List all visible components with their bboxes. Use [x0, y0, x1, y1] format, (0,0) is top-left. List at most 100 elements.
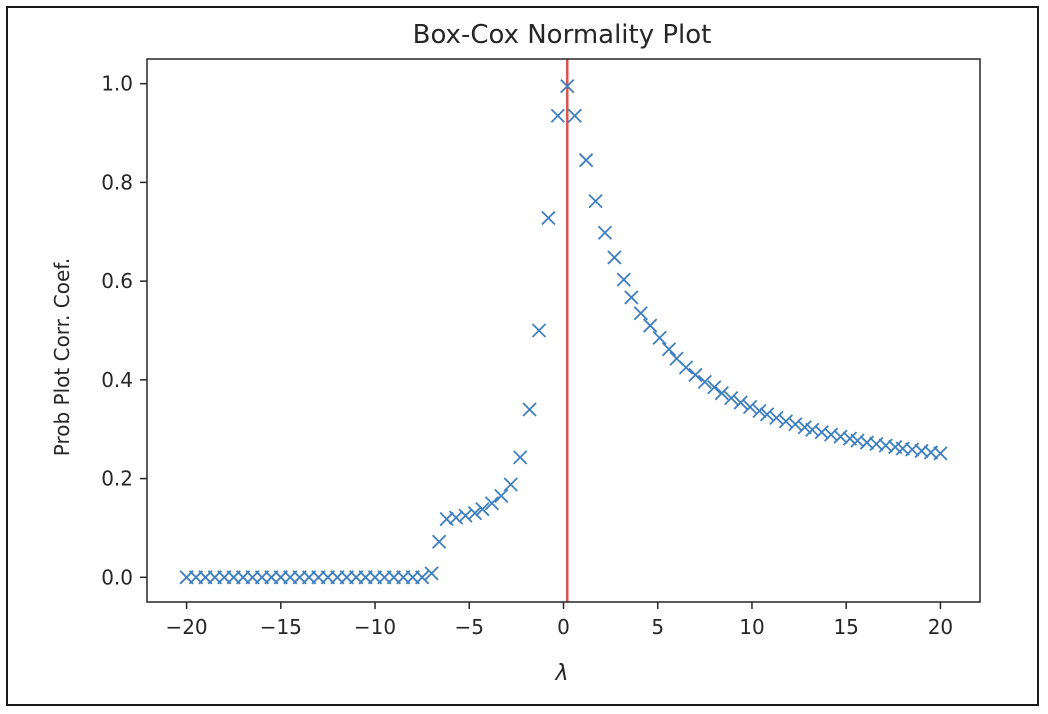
plot-border: [146, 58, 981, 603]
data-point: [714, 386, 729, 401]
data-point: [484, 496, 500, 511]
data-point: [724, 390, 739, 406]
data-point-stroke: [597, 225, 613, 240]
data-point: [697, 374, 712, 389]
data-point-stroke: [431, 534, 447, 549]
data-point-stroke: [475, 502, 490, 517]
data-point: [643, 318, 658, 333]
data-point-stroke: [616, 272, 631, 287]
data-point-stroke: [560, 79, 575, 94]
y-tick-label: 0.8: [101, 170, 133, 194]
data-point: [567, 108, 582, 123]
data-point: [933, 446, 948, 461]
data-point: [467, 506, 483, 521]
data-point-stroke: [643, 318, 658, 333]
data-point-stroke: [439, 511, 454, 527]
data-point-stroke: [788, 417, 803, 432]
data-point-stroke: [415, 570, 430, 585]
data-point: [458, 508, 473, 523]
data-point-stroke: [678, 360, 694, 375]
x-tick-label: 0: [557, 615, 570, 639]
chart-svg: −20 −15 −10 −5 0 5 10 15 20 0.0 0.2 0.4 0.6 0.8 1.0 Bo…: [50, 20, 981, 686]
data-point: [661, 342, 677, 357]
x-tick-label: −15: [260, 615, 302, 639]
data-point: [707, 380, 722, 395]
x-tick-label: −20: [165, 615, 207, 639]
data-point-stroke: [742, 399, 758, 415]
data-point-stroke: [733, 395, 748, 410]
data-point-stroke: [933, 446, 948, 461]
data-point: [522, 402, 537, 417]
data-point-stroke: [448, 510, 464, 525]
data-point-stroke: [567, 108, 582, 123]
data-point: [415, 570, 430, 585]
data-point-stroke: [814, 425, 829, 440]
data-point: [752, 403, 767, 419]
chart-frame: −20 −15 −10 −5 0 5 10 15 20 0.0 0.2 0.4 0.6 0.8 1.0 Bo…: [6, 6, 1039, 706]
data-point: [513, 450, 528, 465]
data-point: [541, 210, 556, 226]
data-point: [833, 429, 848, 444]
data-point-stroke: [624, 290, 639, 305]
data-point-stroke: [522, 402, 537, 417]
data-point: [431, 534, 447, 549]
x-tick-label: 5: [651, 615, 664, 639]
data-point-stroke: [531, 323, 547, 338]
data-point-stroke: [661, 342, 677, 357]
data-point-stroke: [458, 508, 473, 523]
x-axis-label: λ: [554, 661, 568, 686]
plot-area: −20 −15 −10 −5 0 5 10 15 20 0.0 0.2 0.4 0.6 0.8 1.0: [101, 58, 981, 639]
data-point-stroke: [550, 108, 565, 123]
data-point: [494, 488, 509, 504]
data-point: [616, 272, 631, 287]
data-point: [550, 108, 565, 123]
data-point: [797, 420, 812, 435]
data-point-stroke: [769, 410, 784, 426]
data-point: [688, 367, 703, 383]
data-point-stroke: [541, 210, 556, 226]
y-tick-label: 0.6: [101, 269, 133, 293]
data-point: [769, 410, 784, 426]
data-point: [633, 306, 648, 321]
x-tick-label: −5: [455, 615, 484, 639]
data-point: [733, 395, 748, 410]
data-point-stroke: [424, 566, 439, 581]
data-point: [678, 360, 694, 375]
data-point: [805, 422, 820, 437]
y-tick-label: 0.4: [101, 368, 133, 392]
y-tick-label: 0.2: [101, 467, 133, 491]
x-tick-label: 20: [928, 615, 953, 639]
data-point-stroke: [513, 450, 528, 465]
data-point: [823, 427, 839, 442]
y-axis-label: Prob Plot Corr. Coef.: [50, 258, 74, 456]
data-point-stroke: [484, 496, 500, 511]
data-point-stroke: [578, 153, 594, 168]
data-point-stroke: [707, 380, 722, 395]
data-point: [448, 510, 464, 525]
data-point-stroke: [688, 367, 703, 383]
data-point: [652, 330, 667, 346]
data-point-stroke: [778, 414, 794, 429]
data-point-stroke: [467, 506, 483, 521]
data-point-stroke: [797, 420, 812, 435]
data-point-stroke: [805, 422, 820, 437]
data-point: [788, 417, 803, 432]
data-point-stroke: [842, 431, 858, 446]
data-point: [814, 425, 829, 440]
data-point: [624, 290, 639, 305]
x-tick-label: 15: [833, 615, 858, 639]
y-tick-label: 1.0: [101, 72, 133, 96]
data-point-stroke: [714, 386, 729, 401]
data-point: [742, 399, 758, 415]
data-point: [597, 225, 613, 240]
data-point-stroke: [607, 250, 622, 265]
data-point-stroke: [759, 407, 775, 422]
data-point-stroke: [503, 477, 518, 492]
data-point-stroke: [752, 403, 767, 419]
data-point: [560, 79, 575, 94]
data-point: [607, 250, 622, 265]
data-point-stroke: [588, 194, 603, 209]
y-tick-label: 0.0: [101, 565, 133, 589]
data-point-stroke: [669, 351, 684, 366]
data-point-stroke: [697, 374, 712, 389]
